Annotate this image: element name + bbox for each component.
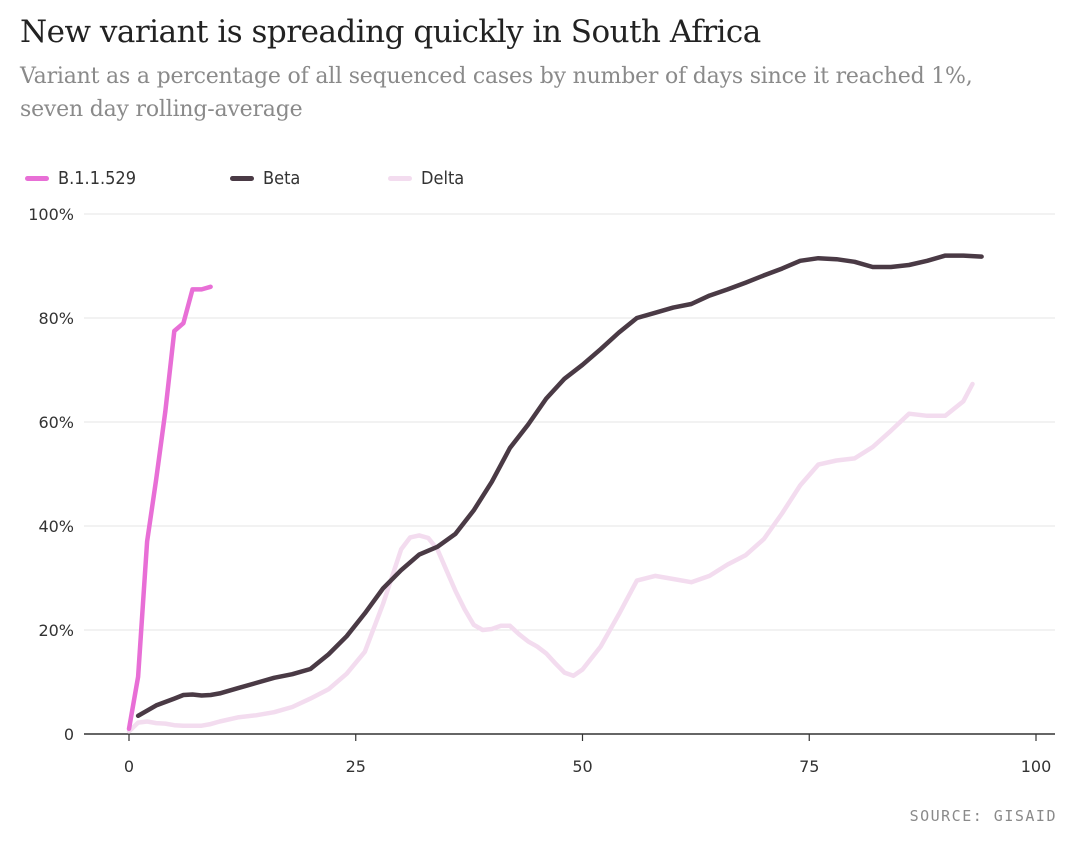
series-line-b11529	[126, 284, 213, 732]
x-tick-label: 75	[799, 757, 819, 776]
x-tick-label: 0	[124, 757, 134, 776]
chart-title: New variant is spreading quickly in Sout…	[20, 14, 761, 50]
legend-swatch-delta	[388, 176, 412, 181]
x-tick-label: 25	[346, 757, 366, 776]
x-tick-label: 100	[1021, 757, 1052, 776]
legend-swatch-beta	[230, 176, 254, 181]
legend-swatch-b11529	[25, 176, 49, 181]
chart-subtitle: Variant as a percentage of all sequenced…	[20, 64, 973, 122]
y-tick-label: 0	[64, 725, 74, 744]
source-note: SOURCE: GISAID	[909, 807, 1057, 825]
y-tick-label: 100%	[28, 205, 74, 224]
y-tick-label: 80%	[38, 309, 74, 328]
legend-label-beta: Beta	[263, 168, 301, 189]
series-line-delta	[126, 381, 975, 734]
x-axis: 0 25 50 75 100	[84, 733, 1055, 776]
series-line-beta	[135, 253, 984, 719]
y-tick-label: 40%	[38, 517, 74, 536]
y-axis: 0 20% 40% 60% 80% 100%	[28, 205, 74, 744]
y-tick-label: 20%	[38, 621, 74, 640]
x-tick-label: 50	[572, 757, 592, 776]
y-tick-label: 60%	[38, 413, 74, 432]
legend-label-b11529: B.1.1.529	[58, 168, 137, 189]
gridlines	[84, 213, 1055, 631]
series-lines	[126, 253, 984, 734]
legend-label-delta: Delta	[421, 168, 465, 189]
